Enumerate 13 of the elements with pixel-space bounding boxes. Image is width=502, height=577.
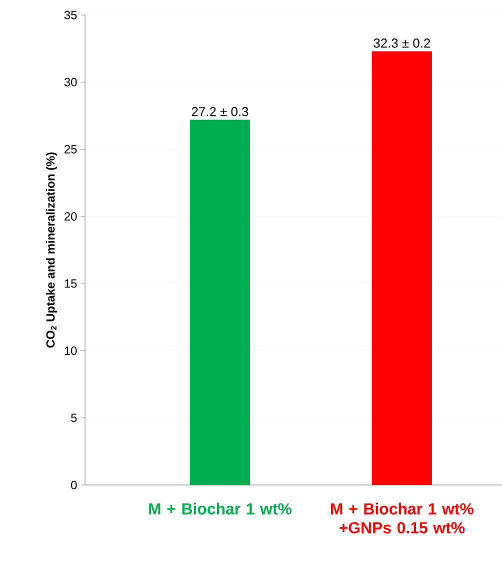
y-tick-label: 10 (64, 346, 77, 355)
y-tick-label: 5 (71, 414, 77, 422)
y-tick-label: 30 (64, 78, 77, 86)
y-tick-label: 25 (64, 145, 77, 154)
y-tick-label: 20 (64, 212, 77, 221)
y-tick-label: 0 (71, 480, 77, 490)
y-tick-label: 35 (64, 10, 77, 20)
y-tick-label: 15 (64, 279, 77, 288)
x-tick-label: M + Biochar 1 wt% (149, 502, 292, 514)
y-axis-title: CO$_{2}$ Uptake and mineralization (%) (46, 152, 58, 348)
data-label: 27.2 ± 0.3 (192, 107, 248, 116)
data-label: 32.3 ± 0.2 (374, 38, 430, 48)
x-tick-label: M + Biochar 1 wt% +GNPs 0.15 wt% (331, 502, 474, 534)
